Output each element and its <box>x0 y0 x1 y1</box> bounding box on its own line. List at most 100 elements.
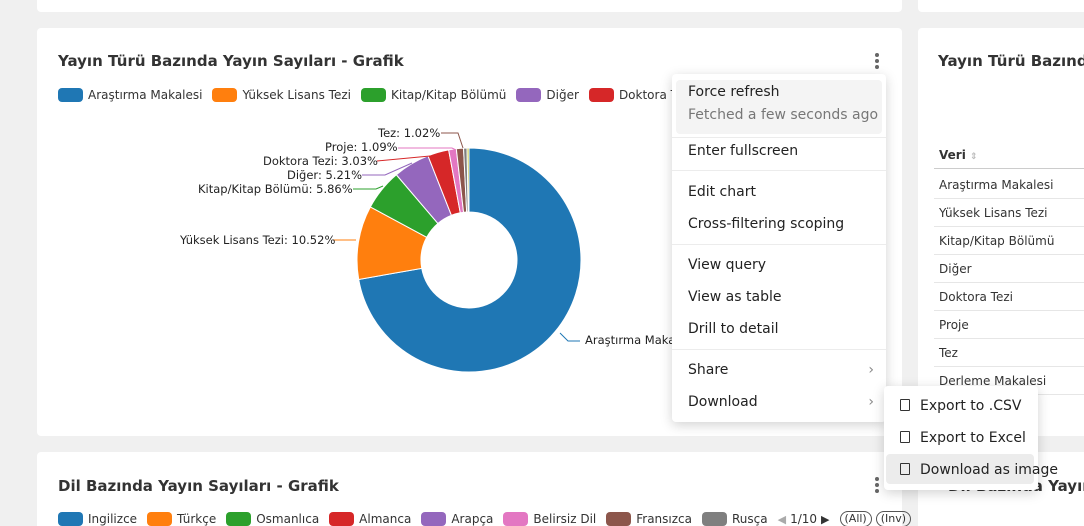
legend-item[interactable]: Fransızca <box>606 512 692 526</box>
legend-label: Almanca <box>359 512 412 526</box>
legend-label: Arapça <box>451 512 494 526</box>
legend-swatch <box>503 512 529 526</box>
slice-label-doktora: Doktora Tezi: 3.03% <box>263 154 378 168</box>
legend-item[interactable]: Ingilizce <box>58 512 137 526</box>
menu-item-fetched-status: Fetched a few seconds ago <box>688 107 879 123</box>
legend-swatch <box>421 512 447 526</box>
chevron-right-icon: › <box>868 362 874 378</box>
menu-divider <box>672 349 886 350</box>
legend-swatch <box>58 512 83 526</box>
legend-item[interactable]: Araştırma Makalesi <box>58 88 202 102</box>
column-header-label: Veri <box>939 148 966 162</box>
legend-inv-button[interactable]: (Inv) <box>875 511 912 526</box>
image-file-icon <box>900 463 910 475</box>
language-legend: Ingilizce Türkçe Osmanlıca Almanca Arapç… <box>58 511 912 526</box>
export-csv-label: Export to .CSV <box>920 398 1022 414</box>
legend-swatch <box>212 88 238 102</box>
legend-swatch <box>329 512 355 526</box>
chevron-right-icon: › <box>868 394 874 410</box>
download-label: Download <box>688 394 758 410</box>
submenu-item-export-csv[interactable]: Export to .CSV <box>884 398 1038 414</box>
legend-label: Osmanlıca <box>256 512 320 526</box>
table-row: Proje <box>934 311 1084 339</box>
menu-divider <box>672 170 886 171</box>
menu-item-download[interactable]: Download › <box>672 394 886 410</box>
slice-label-arastirma: Araştırma Maka <box>585 333 676 347</box>
legend-prev-icon[interactable]: ◀ <box>777 512 787 526</box>
slice-label-yuksek: Yüksek Lisans Tezi: 10.52% <box>180 233 336 247</box>
download-image-label: Download as image <box>920 462 1058 478</box>
legend-pager: 1/10 <box>790 512 818 526</box>
legend-item[interactable]: Almanca <box>329 512 411 526</box>
chart-context-menu: Force refresh Fetched a few seconds ago … <box>672 74 886 422</box>
legend-label: Türkçe <box>177 512 217 526</box>
sort-icon: ⇕ <box>970 152 978 162</box>
legend-item[interactable]: Rusça <box>702 512 768 526</box>
chart-legend: Araştırma Makalesi Yüksek Lisans Tezi Ki… <box>58 88 703 102</box>
language-chart-title: Dil Bazında Yayın Sayıları - Grafik <box>58 477 339 495</box>
legend-label: Diğer <box>546 88 579 102</box>
table-row: Araştırma Makalesi <box>934 171 1084 199</box>
slice-label-proje: Proje: 1.09% <box>325 140 398 154</box>
legend-item[interactable]: Belirsiz Dil <box>503 512 596 526</box>
legend-swatch <box>588 88 614 102</box>
slice-label-diger: Diğer: 5.21% <box>287 168 363 182</box>
legend-label: Kitap/Kitap Bölümü <box>390 88 507 102</box>
legend-swatch <box>360 88 386 102</box>
share-label: Share <box>688 362 729 378</box>
menu-item-force-refresh[interactable]: Force refresh <box>688 84 780 100</box>
submenu-item-download-image[interactable]: Download as image <box>884 462 1058 478</box>
table-card-title: Yayın Türü Bazında <box>938 52 1084 70</box>
legend-label: Ingilizce <box>88 512 138 526</box>
legend-item[interactable]: Türkçe <box>147 512 216 526</box>
table-row: Tez <box>934 339 1084 367</box>
legend-label: Yüksek Lisans Tezi <box>242 88 351 102</box>
table-card: Yayın Türü Bazında <box>918 28 1084 436</box>
menu-item-fullscreen[interactable]: Enter fullscreen <box>688 143 799 159</box>
legend-swatch <box>516 88 542 102</box>
file-icon <box>900 431 910 443</box>
language-chart-kebab-icon[interactable] <box>873 475 881 495</box>
legend-all-button[interactable]: (All) <box>839 511 872 526</box>
slice-label-tez: Tez: 1.02% <box>378 126 441 140</box>
legend-label: Fransızca <box>636 512 692 526</box>
legend-label: Rusça <box>732 512 768 526</box>
submenu-item-export-excel[interactable]: Export to Excel <box>884 430 1038 446</box>
legend-item[interactable]: Yüksek Lisans Tezi <box>212 88 351 102</box>
legend-item[interactable]: Osmanlıca <box>226 512 319 526</box>
menu-item-edit-chart[interactable]: Edit chart <box>688 184 756 200</box>
menu-divider <box>672 137 886 138</box>
download-image-highlight <box>886 454 1034 484</box>
legend-item[interactable]: Arapça <box>421 512 493 526</box>
legend-swatch <box>702 512 727 526</box>
legend-item[interactable]: Kitap/Kitap Bölümü <box>360 88 507 102</box>
language-chart-card: Dil Bazında Yayın Sayıları - Grafik Ingi… <box>37 452 912 526</box>
table-row: Yüksek Lisans Tezi <box>934 199 1084 227</box>
menu-item-share[interactable]: Share › <box>672 362 886 378</box>
menu-item-cross-filtering[interactable]: Cross-filtering scoping <box>688 216 845 232</box>
force-refresh-highlight <box>676 80 882 134</box>
file-icon <box>900 399 910 411</box>
table-row: Doktora Tezi <box>934 283 1084 311</box>
legend-swatch <box>606 512 632 526</box>
chart-title: Yayın Türü Bazında Yayın Sayıları - Graf… <box>58 52 404 70</box>
menu-item-view-query[interactable]: View query <box>688 257 767 273</box>
table-row: Diğer <box>934 255 1084 283</box>
chart-menu-kebab-icon[interactable] <box>873 51 881 71</box>
menu-item-drill-detail[interactable]: Drill to detail <box>688 321 779 337</box>
download-submenu: Export to .CSV Export to Excel Download … <box>884 386 1058 490</box>
legend-label: Araştırma Makalesi <box>88 88 203 102</box>
menu-divider <box>672 244 886 245</box>
legend-item[interactable]: Diğer <box>516 88 579 102</box>
table-header-veri[interactable]: Veri ⇕ <box>934 141 1084 169</box>
top-card-right <box>918 0 1084 12</box>
slice-label-kitap: Kitap/Kitap Bölümü: 5.86% <box>198 182 353 196</box>
legend-next-icon[interactable]: ▶ <box>821 512 830 526</box>
table-row: Kitap/Kitap Bölümü <box>934 227 1084 255</box>
legend-swatch <box>226 512 252 526</box>
top-card-left <box>37 0 902 12</box>
menu-item-view-table[interactable]: View as table <box>688 289 782 305</box>
export-excel-label: Export to Excel <box>920 430 1026 446</box>
legend-swatch <box>147 512 173 526</box>
legend-swatch <box>58 88 83 102</box>
